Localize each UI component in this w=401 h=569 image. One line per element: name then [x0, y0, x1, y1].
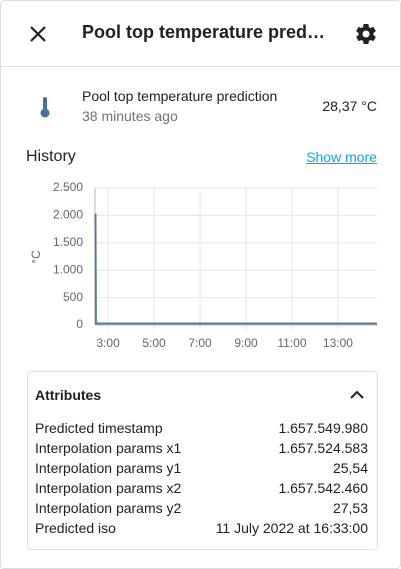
attribute-value: 25,54 — [332, 460, 368, 476]
y-axis-label: °C — [29, 250, 43, 264]
y-tick-label: 1.000 — [53, 262, 83, 276]
entity-state: 28,37 °C — [322, 98, 377, 114]
x-tick-label: 13:00 — [323, 336, 353, 350]
history-title: History — [26, 148, 76, 165]
settings-icon[interactable] — [354, 22, 378, 46]
attribute-value: 1.657.542.460 — [278, 480, 368, 496]
attribute-value: 11 July 2022 at 16:33:00 — [215, 520, 368, 536]
last-changed: 38 minutes ago — [82, 108, 178, 124]
y-tick-label: 2.000 — [53, 208, 83, 222]
attribute-value: 1.657.524.583 — [278, 440, 368, 456]
attribute-row: Interpolation params y2 27,53 — [35, 500, 368, 516]
attribute-name: Interpolation params x1 — [35, 440, 182, 456]
x-tick-label: 3:00 — [96, 336, 120, 350]
y-tick-label: 1.500 — [53, 235, 83, 249]
attribute-name: Interpolation params x2 — [35, 480, 182, 496]
x-tick-label: 11:00 — [277, 336, 306, 350]
x-tick-label: 9:00 — [234, 336, 258, 350]
collapse-icon[interactable] — [349, 389, 365, 401]
history-chart: 0 500 1.000 1.500 2.000 2.500 3:00 5:00 7:00 9:00… — [29, 180, 377, 350]
dialog-title: Pool top temperature prediction — [82, 22, 327, 42]
history-line — [94, 213, 377, 325]
attribute-name: Predicted timestamp — [35, 420, 163, 436]
attribute-name: Interpolation params y1 — [35, 460, 182, 476]
show-more-link[interactable]: Show more — [306, 149, 377, 165]
attribute-row: Interpolation params x1 1.657.524.583 — [35, 440, 368, 456]
y-tick-label: 500 — [63, 290, 83, 304]
attribute-name: Predicted iso — [35, 520, 116, 536]
attribute-name: Interpolation params y2 — [35, 500, 182, 516]
thermometer-icon — [40, 97, 50, 118]
attribute-value: 1.657.549.980 — [278, 420, 368, 436]
attribute-row: Interpolation params x2 1.657.542.460 — [35, 480, 368, 496]
y-tick-label: 2.500 — [53, 180, 83, 194]
x-tick-label: 7:00 — [188, 336, 212, 350]
divider — [1, 66, 400, 67]
y-tick-label: 0 — [76, 317, 83, 331]
attribute-row: Predicted iso 11 July 2022 at 16:33:00 — [35, 520, 368, 536]
attributes-title: Attributes — [35, 387, 102, 403]
attribute-row: Interpolation params y1 25,54 — [35, 460, 368, 476]
close-icon[interactable] — [28, 24, 48, 44]
x-tick-label: 5:00 — [142, 336, 166, 350]
entity-name: Pool top temperature prediction — [82, 88, 278, 104]
attribute-row: Predicted timestamp 1.657.549.980 — [35, 420, 368, 436]
attribute-value: 27,53 — [332, 500, 368, 516]
attributes-card — [27, 371, 378, 550]
